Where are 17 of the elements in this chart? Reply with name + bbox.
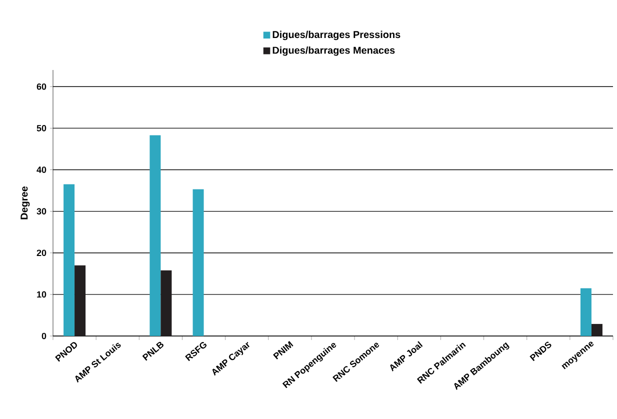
bar bbox=[580, 288, 592, 336]
y-tick-label: 50 bbox=[36, 125, 46, 132]
bar bbox=[64, 184, 75, 336]
bar bbox=[150, 135, 161, 336]
y-tick-label: 30 bbox=[36, 208, 46, 214]
legend-label: Digues/barrages Pressions bbox=[272, 30, 400, 40]
y-axis-title: Degree bbox=[20, 186, 30, 220]
y-tick-label: 10 bbox=[37, 291, 46, 298]
y-tick-label: 0 bbox=[42, 332, 46, 340]
bar bbox=[192, 189, 204, 336]
bar bbox=[160, 270, 172, 336]
bar bbox=[74, 265, 86, 336]
bar bbox=[591, 324, 602, 336]
y-tick-label: 60 bbox=[36, 83, 46, 90]
y-tick-label: 20 bbox=[36, 250, 46, 256]
y-tick-label: 40 bbox=[36, 166, 46, 173]
legend-label: Digues/barrages Menaces bbox=[272, 46, 395, 56]
